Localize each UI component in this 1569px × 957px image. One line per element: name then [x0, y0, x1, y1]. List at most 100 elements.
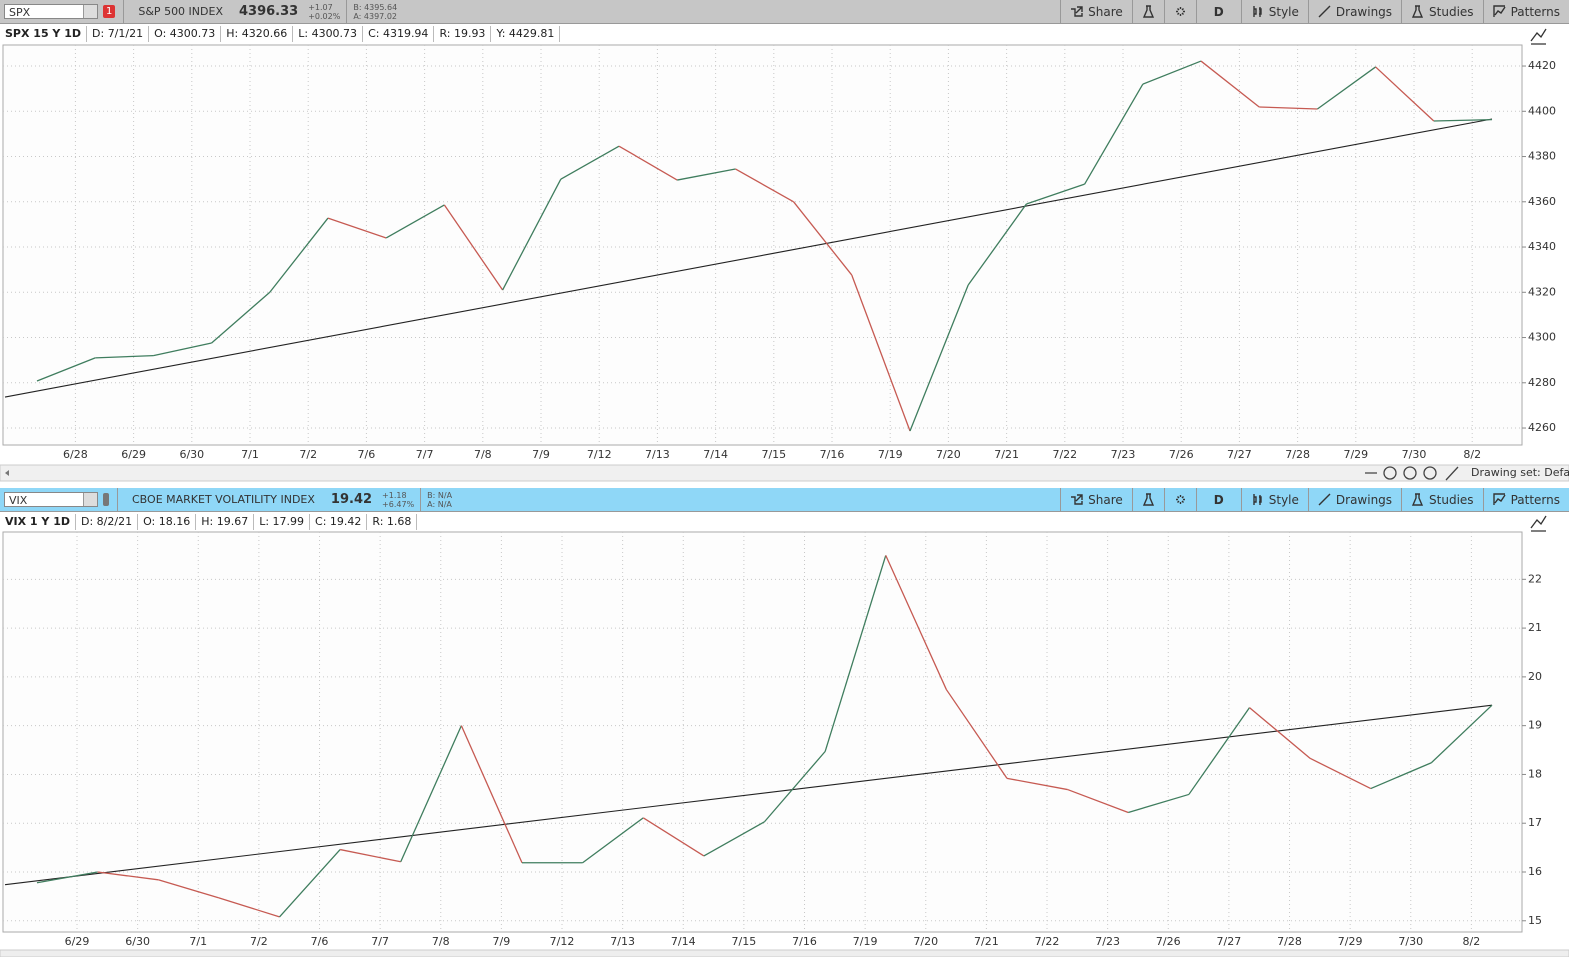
- toolbar-button[interactable]: Share: [1060, 0, 1132, 23]
- toolbar-button[interactable]: Studies: [1401, 488, 1483, 511]
- x-tick-label: 7/9: [493, 935, 511, 948]
- button-label: D: [1213, 4, 1224, 19]
- x-tick-label: 6/29: [65, 935, 90, 948]
- icon-button[interactable]: [1163, 488, 1196, 511]
- price-segment: [1200, 60, 1260, 108]
- symbol-input[interactable]: VIX: [4, 492, 98, 507]
- x-tick-label: 7/16: [792, 935, 817, 948]
- price-segment: [1006, 777, 1068, 791]
- x-tick-label: 7/23: [1111, 448, 1136, 461]
- button-label: Share: [1088, 4, 1123, 19]
- toolbar: SPX 1 S&P 500 INDEX 4396.33 +1.07 +0.02% B: 43…: [0, 0, 1569, 24]
- info-field: D: 8/2/21: [76, 514, 139, 530]
- price-segment: [1084, 83, 1144, 185]
- dropdown[interactable]: [83, 493, 97, 506]
- x-tick-label: 7/1: [189, 935, 207, 948]
- y-tick-label: 20: [1528, 670, 1542, 683]
- button-label: Studies: [1429, 492, 1474, 507]
- price-segment: [851, 274, 911, 432]
- price-segment: [1375, 66, 1435, 122]
- bid-ask: B: 4395.64 A: 4397.02: [353, 3, 397, 21]
- x-tick-label: 7/30: [1402, 448, 1427, 461]
- toolbar-button[interactable]: Drawings: [1307, 488, 1401, 511]
- x-tick-label: 8/2: [1463, 448, 1481, 461]
- price-segment: [582, 817, 644, 864]
- x-tick-label: 7/7: [416, 448, 434, 461]
- x-tick-label: 7/26: [1169, 448, 1194, 461]
- y-tick-label: 4400: [1528, 104, 1556, 117]
- y-tick-label: 16: [1528, 865, 1542, 878]
- button-label: Patterns: [1510, 4, 1560, 19]
- price-segment: [385, 204, 445, 239]
- symbol-input[interactable]: SPX: [4, 4, 98, 19]
- plot-area: [2, 531, 1523, 933]
- last-price: 19.42: [330, 492, 373, 507]
- chart-settings-icon[interactable]: [1530, 28, 1547, 45]
- toolbar-button[interactable]: Style: [1240, 0, 1308, 23]
- price-segment: [945, 689, 1008, 779]
- x-tick-label: 7/28: [1285, 448, 1310, 461]
- button-label: Studies: [1429, 4, 1474, 19]
- x-tick-label: 7/19: [853, 935, 878, 948]
- change: +1.07 +0.02%: [308, 3, 340, 21]
- info-field: H: 19.67: [196, 514, 255, 530]
- x-tick-label: 7/29: [1343, 448, 1368, 461]
- toolbar: VIX CBOE MARKET VOLATILITY INDEX 19.42 +1.1…: [0, 488, 1569, 512]
- toolbar-button[interactable]: Studies: [1401, 0, 1483, 23]
- y-tick-label: 4380: [1528, 150, 1556, 163]
- price-segment: [1188, 707, 1251, 795]
- info-field: O: 18.16: [138, 514, 197, 530]
- toolbar-button[interactable]: Share: [1060, 488, 1132, 511]
- price-segment: [97, 871, 159, 881]
- info-field: C: 19.42: [310, 514, 368, 530]
- toolbar-button[interactable]: Patterns: [1482, 488, 1569, 511]
- x-tick-label: 7/7: [371, 935, 389, 948]
- toolbar-button[interactable]: D: [1195, 0, 1241, 23]
- alert-badge[interactable]: 1: [103, 5, 116, 18]
- x-tick-label: 7/13: [645, 448, 670, 461]
- y-tick-label: 4420: [1528, 59, 1556, 72]
- toolbar-button[interactable]: D: [1195, 488, 1241, 511]
- x-tick-label: 7/6: [358, 448, 376, 461]
- bid: B: N/A: [427, 490, 453, 500]
- icon: [1071, 494, 1083, 505]
- toolbar-button[interactable]: Patterns: [1482, 0, 1569, 23]
- info-field: R: 19.93: [434, 26, 492, 42]
- dropdown[interactable]: [83, 5, 97, 18]
- toolbar-button[interactable]: Style: [1240, 488, 1308, 511]
- icon-button[interactable]: [1163, 0, 1196, 23]
- price-segment: [460, 725, 523, 863]
- icon: [1492, 493, 1506, 505]
- toolbar-button[interactable]: Drawings: [1307, 0, 1401, 23]
- y-tick-label: 4280: [1528, 376, 1556, 389]
- sep: [420, 488, 422, 511]
- price-segment: [502, 178, 562, 291]
- x-tick-label: 7/13: [610, 935, 635, 948]
- price-segment: [642, 817, 705, 857]
- y-tick-label: 17: [1528, 816, 1542, 829]
- y-tick-label: 4320: [1528, 285, 1556, 298]
- x-tick-label: 7/12: [587, 448, 612, 461]
- price-segment: [764, 751, 826, 823]
- x-tick-label: 6/29: [121, 448, 146, 461]
- x-tick-label: 7/27: [1227, 448, 1252, 461]
- x-tick-label: 7/21: [974, 935, 999, 948]
- bid: B: 4395.64: [353, 2, 398, 12]
- icon-button[interactable]: [1131, 488, 1164, 511]
- price-segment: [1309, 757, 1372, 790]
- x-tick-label: 7/28: [1277, 935, 1302, 948]
- price-segment: [560, 145, 620, 180]
- y-tick-label: 18: [1528, 767, 1542, 780]
- chart-settings-icon[interactable]: [1530, 515, 1547, 532]
- x-tick-label: 7/8: [432, 935, 450, 948]
- icon-button[interactable]: [1131, 0, 1164, 23]
- price-segment: [885, 555, 947, 690]
- info-field: Y: 4429.81: [491, 26, 561, 42]
- icon: [1411, 493, 1424, 506]
- y-tick-label: 4340: [1528, 240, 1556, 253]
- sep: [123, 0, 125, 23]
- x-tick-label: 7/6: [311, 935, 329, 948]
- x-tick-label: 8/2: [1463, 935, 1481, 948]
- price-segment: [1259, 106, 1318, 110]
- zoom-tools[interactable]: [1365, 466, 1459, 481]
